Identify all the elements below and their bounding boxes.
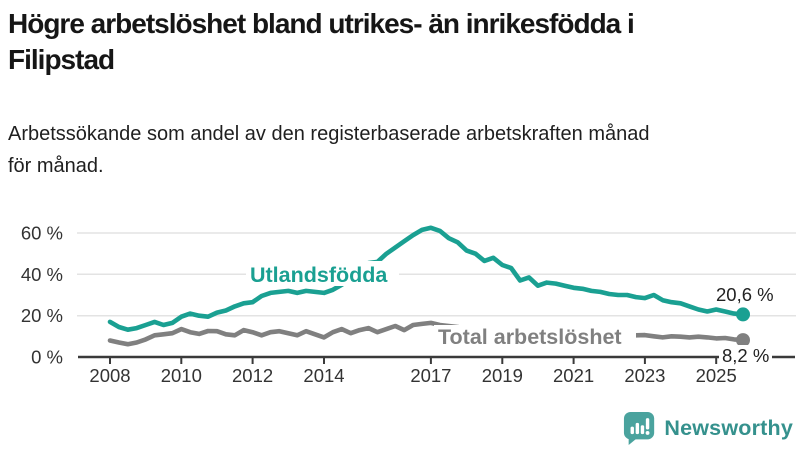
line-chart: 2008 2010 2012 2014 2017 2019 2021 2023 2025 0 % 2…	[21, 223, 796, 386]
svg-text:2014: 2014	[303, 365, 344, 386]
svg-text:2012: 2012	[232, 365, 273, 386]
newsworthy-logo[interactable]: Newsworthy	[623, 409, 793, 447]
chart-gridlines	[77, 232, 796, 317]
svg-text:2008: 2008	[89, 365, 130, 386]
newsworthy-wordmark: Newsworthy	[664, 415, 793, 440]
chart-axis: 2008 2010 2012 2014 2017 2019 2021 2023 2025 0 % 2…	[21, 223, 795, 386]
svg-text:0 %: 0 %	[31, 347, 63, 368]
end-value-label-utlandsfodda: 20,6 %	[716, 284, 774, 305]
svg-text:2017: 2017	[410, 365, 451, 386]
svg-text:2021: 2021	[553, 365, 594, 386]
page-title-line1: Högre arbetslöshet bland utrikes- än inr…	[8, 8, 635, 39]
svg-text:60 %: 60 %	[21, 223, 63, 244]
page-subtitle: Arbetssökande som andel av den registerb…	[8, 118, 650, 182]
page-title: Högre arbetslöshet bland utrikes- än inr…	[8, 6, 635, 78]
series-label-bg-total	[434, 325, 636, 348]
page-subtitle-line1: Arbetssökande som andel av den registerb…	[8, 123, 650, 145]
end-value-label-total: 8,2 %	[722, 345, 769, 366]
svg-text:2019: 2019	[482, 365, 523, 386]
page-subtitle-line2: för månad.	[8, 155, 104, 177]
page-title-line2: Filipstad	[8, 44, 115, 75]
series-label-bg-utlandsfodda	[246, 261, 399, 286]
end-value-label-bg-total	[719, 345, 772, 366]
chart-series	[107, 225, 750, 348]
svg-text:2023: 2023	[624, 365, 665, 386]
svg-text:40 %: 40 %	[21, 264, 63, 285]
svg-text:2025: 2025	[696, 365, 737, 386]
svg-text:2010: 2010	[161, 365, 202, 386]
newsworthy-logo-icon	[624, 411, 655, 445]
svg-text:20 %: 20 %	[21, 305, 63, 326]
series-label-utlandsfodda: Utlandsfödda	[250, 263, 388, 287]
series-label-total: Total arbetslöshet	[438, 325, 622, 349]
